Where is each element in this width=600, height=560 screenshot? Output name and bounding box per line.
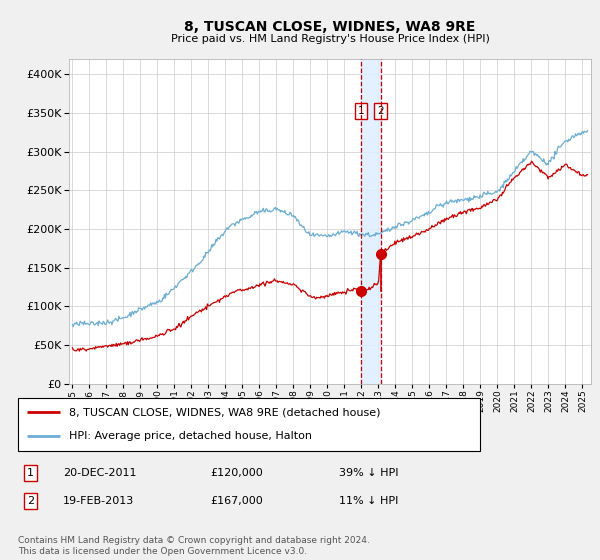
Text: Contains HM Land Registry data © Crown copyright and database right 2024.
This d: Contains HM Land Registry data © Crown c… xyxy=(18,536,370,556)
FancyBboxPatch shape xyxy=(18,398,480,451)
Text: Price paid vs. HM Land Registry's House Price Index (HPI): Price paid vs. HM Land Registry's House … xyxy=(170,34,490,44)
Text: 2: 2 xyxy=(27,496,34,506)
Text: 39% ↓ HPI: 39% ↓ HPI xyxy=(339,468,398,478)
Text: 20-DEC-2011: 20-DEC-2011 xyxy=(63,468,137,478)
Bar xyxy=(361,59,380,384)
Text: HPI: Average price, detached house, Halton: HPI: Average price, detached house, Halt… xyxy=(69,431,312,441)
Text: 1: 1 xyxy=(27,468,34,478)
Text: 2: 2 xyxy=(377,106,384,116)
Text: 19-FEB-2013: 19-FEB-2013 xyxy=(63,496,134,506)
Text: £167,000: £167,000 xyxy=(210,496,263,506)
Text: 8, TUSCAN CLOSE, WIDNES, WA8 9RE: 8, TUSCAN CLOSE, WIDNES, WA8 9RE xyxy=(184,20,476,34)
Text: 8, TUSCAN CLOSE, WIDNES, WA8 9RE (detached house): 8, TUSCAN CLOSE, WIDNES, WA8 9RE (detach… xyxy=(69,408,380,418)
Text: 1: 1 xyxy=(358,106,364,116)
Text: £120,000: £120,000 xyxy=(210,468,263,478)
Text: 11% ↓ HPI: 11% ↓ HPI xyxy=(339,496,398,506)
